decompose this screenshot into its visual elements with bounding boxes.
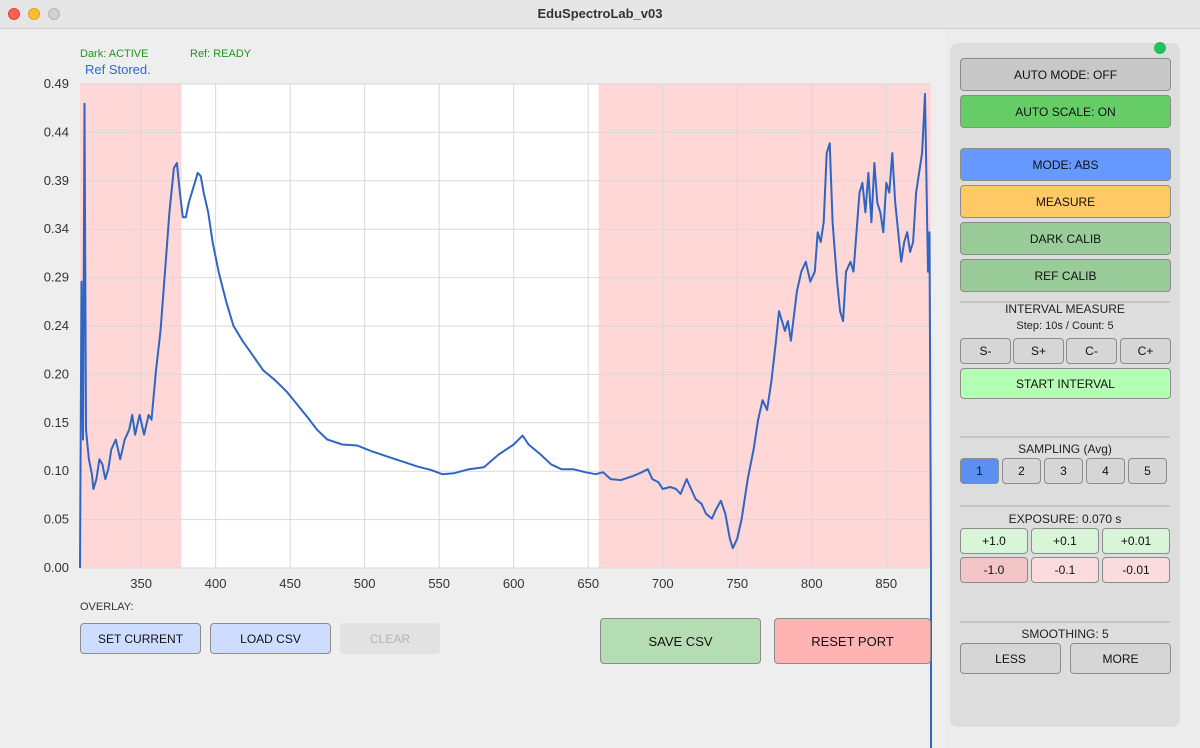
x-tick-label: 450 xyxy=(279,576,301,591)
separator xyxy=(960,505,1170,507)
x-tick-label: 750 xyxy=(726,576,748,591)
separator xyxy=(960,621,1170,623)
x-tick-label: 700 xyxy=(652,576,674,591)
y-tick-label: 0.39 xyxy=(44,173,69,188)
sampling-option-3[interactable]: 3 xyxy=(1044,458,1083,484)
exposure-plus-1-button[interactable]: +1.0 xyxy=(960,528,1028,554)
sampling-option-2[interactable]: 2 xyxy=(1002,458,1041,484)
y-tick-label: 0.05 xyxy=(44,512,69,527)
x-tick-label: 500 xyxy=(354,576,376,591)
x-tick-label: 600 xyxy=(503,576,525,591)
y-tick-label: 0.10 xyxy=(44,463,69,478)
y-tick-label: 0.49 xyxy=(44,76,69,91)
y-tick-label: 0.24 xyxy=(44,318,69,333)
load-csv-button[interactable]: LOAD CSV xyxy=(210,623,331,654)
minimize-window-button[interactable] xyxy=(28,8,40,20)
title-bar: EduSpectroLab_v03 xyxy=(0,0,1200,29)
y-tick-label: 0.44 xyxy=(44,124,69,139)
x-tick-label: 400 xyxy=(205,576,227,591)
spectrum-chart[interactable]: 350 400 450 500 550 600 650 700 750 800 850 0.00 0.0… xyxy=(0,0,945,748)
save-csv-button[interactable]: SAVE CSV xyxy=(600,618,761,664)
sampling-option-5[interactable]: 5 xyxy=(1128,458,1167,484)
sampling-option-4[interactable]: 4 xyxy=(1086,458,1125,484)
exposure-plus-0-01-button[interactable]: +0.01 xyxy=(1102,528,1170,554)
y-tick-label: 0.15 xyxy=(44,415,69,430)
close-window-button[interactable] xyxy=(8,8,20,20)
measure-button[interactable]: MEASURE xyxy=(960,185,1171,218)
exposure-minus-1-button[interactable]: -1.0 xyxy=(960,557,1028,583)
ref-status: Ref: READY xyxy=(190,48,252,60)
auto-mode-button[interactable]: AUTO MODE: OFF xyxy=(960,58,1171,91)
reset-port-button[interactable]: RESET PORT xyxy=(774,618,931,664)
count-decrease-button[interactable]: C- xyxy=(1066,338,1117,364)
sampling-title: SAMPLING (Avg) xyxy=(1018,442,1112,456)
y-tick-label: 0.20 xyxy=(44,366,69,381)
smoothing-more-button[interactable]: MORE xyxy=(1070,643,1171,674)
interval-measure-title: INTERVAL MEASURE xyxy=(1005,302,1125,316)
clear-button[interactable]: CLEAR xyxy=(340,623,440,654)
start-interval-button[interactable]: START INTERVAL xyxy=(960,368,1171,399)
x-tick-label: 550 xyxy=(428,576,450,591)
step-decrease-button[interactable]: S- xyxy=(960,338,1011,364)
exposure-plus-0-1-button[interactable]: +0.1 xyxy=(1031,528,1099,554)
zoom-window-button[interactable] xyxy=(48,8,60,20)
x-tick-label: 800 xyxy=(801,576,823,591)
dark-calib-button[interactable]: DARK CALIB xyxy=(960,222,1171,255)
interval-info: Step: 10s / Count: 5 xyxy=(1016,320,1114,332)
x-tick-label: 350 xyxy=(130,576,152,591)
connection-indicator-icon xyxy=(1154,42,1166,54)
exposure-minus-0-01-button[interactable]: -0.01 xyxy=(1102,557,1170,583)
y-tick-label: 0.29 xyxy=(44,270,69,285)
smoothing-less-button[interactable]: LESS xyxy=(960,643,1061,674)
y-tick-label: 0.00 xyxy=(44,560,69,575)
dark-status: Dark: ACTIVE xyxy=(80,48,149,60)
spectrum-line xyxy=(79,92,932,748)
exposure-minus-0-1-button[interactable]: -0.1 xyxy=(1031,557,1099,583)
ref-stored-message: Ref Stored. xyxy=(85,62,151,77)
y-tick-label: 0.34 xyxy=(44,221,69,236)
window-title: EduSpectroLab_v03 xyxy=(537,6,663,21)
x-tick-label: 650 xyxy=(577,576,599,591)
sampling-option-1[interactable]: 1 xyxy=(960,458,999,484)
auto-scale-button[interactable]: AUTO SCALE: ON xyxy=(960,95,1171,128)
count-increase-button[interactable]: C+ xyxy=(1120,338,1171,364)
set-current-button[interactable]: SET CURRENT xyxy=(80,623,201,654)
separator xyxy=(960,301,1170,303)
separator xyxy=(960,436,1170,438)
overlay-label: OVERLAY: xyxy=(80,601,134,613)
smoothing-title: SMOOTHING: 5 xyxy=(1021,627,1109,641)
exposure-title: EXPOSURE: 0.070 s xyxy=(1008,512,1122,526)
mode-button[interactable]: MODE: ABS xyxy=(960,148,1171,181)
step-increase-button[interactable]: S+ xyxy=(1013,338,1064,364)
ref-calib-button[interactable]: REF CALIB xyxy=(960,259,1171,292)
x-tick-label: 850 xyxy=(875,576,897,591)
